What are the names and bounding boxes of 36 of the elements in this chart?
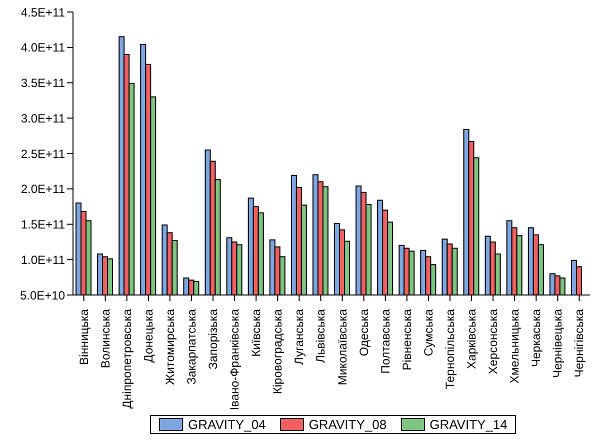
x-tick-label: Тернопільська xyxy=(442,308,457,390)
x-tick-label: Дніпропетровська xyxy=(120,308,134,409)
x-tick-label: Житомирська xyxy=(162,308,177,385)
x-tick-label: Івано-Франківська xyxy=(228,308,242,410)
y-tick-label: 5.0E+10 xyxy=(20,288,66,302)
y-tick-label: 4.5E+11 xyxy=(20,5,66,20)
legend-label: GRAVITY_08 xyxy=(308,417,387,432)
x-tick-label: Рівненська xyxy=(400,308,414,370)
x-tick-label: Чернівецька xyxy=(550,308,565,378)
x-tick-label: Черкаська xyxy=(529,308,544,367)
y-tick-label: 2.5E+11 xyxy=(20,146,66,161)
x-tick-label: Хмельницька xyxy=(508,308,522,384)
legend-label: GRAVITY_04 xyxy=(188,417,266,432)
x-tick-label: Волинська xyxy=(98,308,112,368)
x-tick-label: Львівська xyxy=(314,308,328,363)
x-tick-label: Чернігівська xyxy=(572,308,586,378)
legend-label: GRAVITY_14 xyxy=(430,417,508,432)
x-tick-label: Одеська xyxy=(356,308,371,356)
y-tick-label: 4.0E+11 xyxy=(20,40,66,55)
x-tick-label: Сумська xyxy=(421,308,436,356)
y-tick-label: 1.0E+11 xyxy=(20,252,66,267)
x-tick-label: Закарпатська xyxy=(184,308,198,384)
x-tick-label: Луганська xyxy=(292,308,306,365)
y-tick-label: 2.0E+11 xyxy=(20,182,66,196)
x-tick-label: Полтавська xyxy=(378,308,392,374)
x-tick-label: Донецька xyxy=(141,308,156,363)
x-tick-label: Київська xyxy=(249,308,264,357)
x-tick-label: Кіровоградська xyxy=(270,308,285,394)
x-tick-label: Запорізька xyxy=(206,308,220,370)
y-tick-label: 1.5E+11 xyxy=(20,218,66,232)
x-tick-label: Миколаївська xyxy=(335,308,350,386)
x-tick-label: Вінницька xyxy=(76,308,91,365)
x-tick-label: Херсонська xyxy=(486,308,500,374)
x-tick-label: Харківська xyxy=(464,308,479,369)
y-tick-label: 3.5E+11 xyxy=(20,76,66,90)
y-tick-label: 3.0E+11 xyxy=(20,111,66,126)
